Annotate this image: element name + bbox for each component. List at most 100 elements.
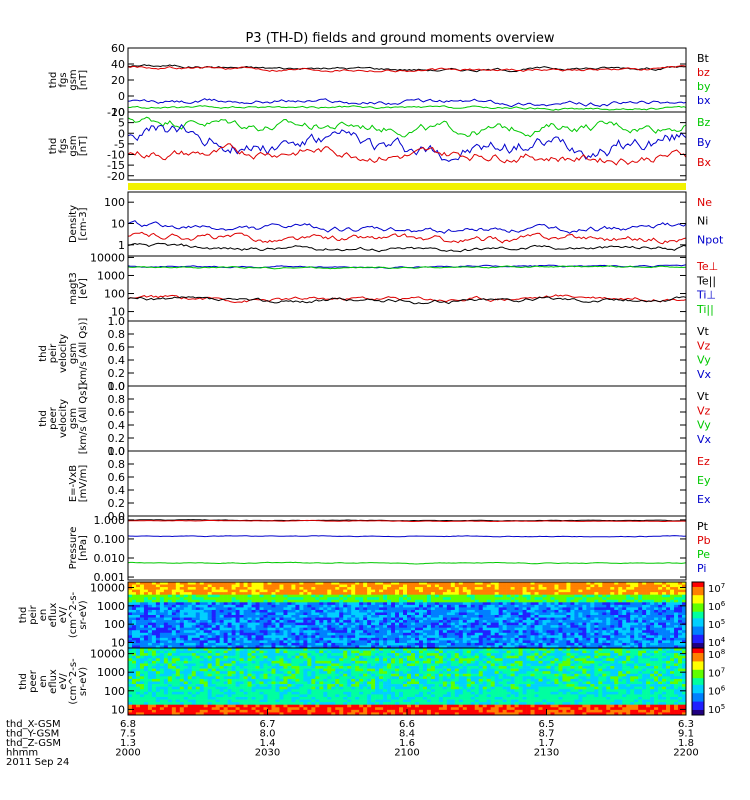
spectrogram-cell (183, 589, 189, 593)
spectrogram-cell (426, 645, 432, 649)
spectrogram-cell (403, 615, 408, 618)
spectrogram-cell (470, 622, 476, 626)
spectrogram-cell (159, 681, 165, 685)
spectrogram-cell (279, 691, 284, 695)
spectrogram-cell (219, 653, 224, 657)
spectrogram-cell (490, 599, 495, 603)
spectrogram-cell (618, 635, 623, 639)
spectrogram-cell (135, 612, 141, 616)
spectrogram-cell (243, 696, 248, 700)
spectrogram-cell (534, 625, 539, 628)
legend-Te⊥: Te⊥ (696, 260, 718, 273)
spectrogram-cell (339, 635, 344, 639)
spectrogram-cell (139, 712, 145, 716)
spectrogram-cell (626, 640, 631, 644)
spectrogram-cell (183, 594, 189, 598)
spectrogram-cell (215, 691, 220, 695)
spectrogram-cell (522, 584, 527, 588)
spectrogram-cell (179, 627, 185, 631)
spectrogram-cell (562, 597, 567, 601)
spectrogram-cell (462, 640, 468, 644)
spectrogram-cell (183, 655, 189, 659)
spectrogram-cell (247, 582, 252, 585)
spectrogram-cell (143, 622, 149, 626)
spectrogram-cell (574, 620, 579, 623)
spectrogram-cell (359, 615, 364, 618)
spectrogram-cell (387, 609, 392, 613)
spectrogram-cell (550, 617, 555, 621)
spectrogram-cell (359, 622, 364, 626)
spectrogram-cell (295, 584, 300, 588)
spectrogram-cell (434, 612, 440, 616)
spectrogram-cell (434, 592, 440, 595)
spectrogram-cell (267, 642, 272, 646)
spectrogram-cell (582, 599, 587, 603)
spectrogram-cell (287, 622, 292, 626)
spectrogram-cell (279, 597, 284, 601)
spectrogram-cell (566, 635, 571, 639)
spectrogram-cell (171, 702, 177, 705)
spectrogram-cell (482, 625, 488, 628)
spectrogram-cell (550, 632, 555, 636)
spectrogram-cell (598, 615, 603, 618)
spectrogram-cell (175, 668, 181, 672)
spectrogram-cell (183, 666, 189, 669)
spectrogram-cell (383, 620, 388, 623)
spectrogram-cell (287, 702, 292, 705)
spectrogram-cell (207, 673, 212, 677)
y-axis-label-line: thd (38, 410, 49, 427)
spectrogram-cell (399, 612, 404, 616)
spectrogram-cell (183, 630, 189, 634)
spectrogram-cell (470, 599, 476, 603)
spectrogram-cell (295, 642, 300, 646)
spectrogram-cell (662, 635, 667, 639)
spectrogram-cell (243, 630, 248, 634)
spectrogram-cell (195, 609, 201, 613)
spectrogram-cell (407, 620, 412, 623)
spectrogram-cell (287, 673, 292, 677)
spectrogram-cell (622, 645, 627, 649)
spectrogram-cell (247, 609, 252, 613)
colorbar-segment (692, 590, 704, 593)
spectrogram-cell (586, 589, 591, 593)
spectrogram-cell (179, 599, 185, 603)
spectrogram-cell (263, 632, 268, 636)
spectrogram-cell (187, 684, 193, 687)
spectrogram-cell (554, 612, 559, 616)
spectrogram-cell (223, 620, 228, 623)
spectrogram-cell (275, 702, 280, 705)
spectrogram-cell (143, 704, 149, 708)
spectrogram-cell (163, 609, 169, 613)
spectrogram-cell (251, 607, 256, 611)
spectrogram-cell (654, 594, 659, 598)
spectrogram-cell (147, 599, 153, 603)
spectrogram-cell (590, 625, 595, 628)
spectrogram-cell (618, 592, 623, 595)
spectrogram-cell (658, 597, 663, 601)
spectrogram-cell (187, 658, 193, 662)
legend-Vy: Vy (697, 419, 711, 432)
spectrogram-cell (135, 630, 141, 634)
spectrogram-cell (287, 640, 292, 644)
spectrogram-cell (442, 622, 448, 626)
spectrogram-cell (482, 630, 488, 634)
spectrogram-cell (594, 607, 599, 611)
spectrogram-cell (311, 632, 316, 636)
spectrogram-cell (610, 599, 615, 603)
spectrogram-cell (566, 625, 571, 628)
spectrogram-cell (590, 589, 595, 593)
spectrogram-cell (514, 582, 519, 585)
spectrogram-cell (271, 645, 276, 649)
spectrogram-cell (267, 660, 272, 664)
spectrogram-cell (307, 584, 312, 588)
spectrogram-cell (291, 642, 296, 646)
legend-Bz: Bz (697, 116, 711, 129)
y-tick-label: 0.4 (108, 484, 126, 497)
spectrogram-cell (247, 712, 252, 716)
spectrogram-cell (422, 609, 428, 613)
spectrogram-cell (538, 620, 543, 623)
spectrogram-cell (287, 694, 292, 698)
spectrogram-cell (231, 592, 236, 595)
spectrogram-cell (674, 625, 679, 628)
spectrogram-cell (586, 627, 591, 631)
